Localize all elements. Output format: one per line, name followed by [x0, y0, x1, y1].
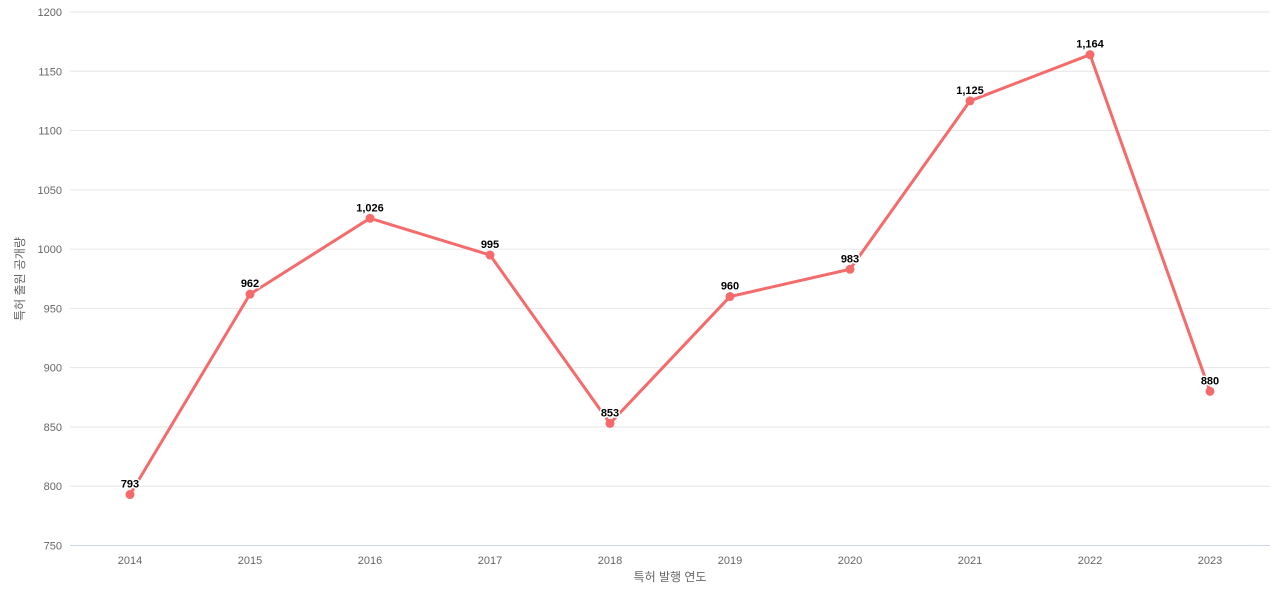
data-point-marker[interactable]: [125, 490, 135, 500]
data-point-label: 962: [241, 278, 259, 290]
data-point-label: 793: [121, 479, 139, 491]
data-point-marker[interactable]: [965, 96, 975, 106]
data-point-label: 1,164: [1076, 39, 1104, 51]
data-point-marker[interactable]: [1205, 386, 1215, 396]
x-axis-tick-label: 2019: [718, 555, 742, 567]
data-point-marker[interactable]: [845, 264, 855, 274]
data-point-label: 853: [601, 407, 619, 419]
x-axis-tick-label: 2023: [1198, 555, 1222, 567]
y-axis-tick-label: 950: [44, 303, 62, 315]
data-point-label: 960: [721, 281, 739, 293]
y-axis-tick-label: 1050: [38, 185, 62, 197]
y-axis-tick-label: 750: [44, 541, 62, 553]
data-point-marker[interactable]: [365, 213, 375, 223]
x-axis-tick-label: 2017: [478, 555, 502, 567]
data-point-label: 1,125: [956, 85, 984, 97]
data-point-label: 880: [1201, 375, 1219, 387]
data-point-label: 995: [481, 239, 499, 251]
data-point-marker[interactable]: [1085, 50, 1095, 60]
x-axis-tick-label: 2016: [358, 555, 382, 567]
x-axis-tick-label: 2014: [118, 555, 142, 567]
x-axis-tick-label: 2018: [598, 555, 622, 567]
x-axis-tick-label: 2022: [1078, 555, 1102, 567]
data-point-marker[interactable]: [725, 292, 735, 302]
y-axis-tick-label: 1200: [38, 7, 62, 19]
grid-layer: 750 800 850 900 950 1000 1050 1100 1150 1200 2014 2…: [38, 7, 1270, 567]
x-axis-tick-label: 2020: [838, 555, 862, 567]
data-point-label: 983: [841, 253, 859, 265]
y-axis-tick-label: 850: [44, 422, 62, 434]
series-line: [128, 53, 1212, 497]
x-axis-tick-label: 2015: [238, 555, 262, 567]
x-axis-tick-label: 2021: [958, 555, 982, 567]
y-axis-tick-label: 900: [44, 363, 62, 375]
y-axis-tick-label: 1150: [38, 66, 62, 78]
y-axis-tick-label: 800: [44, 481, 62, 493]
data-point-marker[interactable]: [245, 289, 255, 299]
data-point-label: 1,026: [356, 202, 384, 214]
x-axis-title: 특허 발행 연도: [634, 569, 707, 584]
y-axis-title: 특허 출원 공개량: [13, 237, 27, 321]
y-axis-tick-label: 1000: [38, 244, 62, 256]
y-axis-tick-label: 1100: [38, 126, 62, 138]
data-point-marker[interactable]: [605, 418, 615, 428]
label-layer: 793 962 1,026 995 853 960 983 1,125 1,164 880: [119, 37, 1220, 492]
series-layer: [125, 50, 1215, 500]
data-point-marker[interactable]: [485, 250, 495, 260]
